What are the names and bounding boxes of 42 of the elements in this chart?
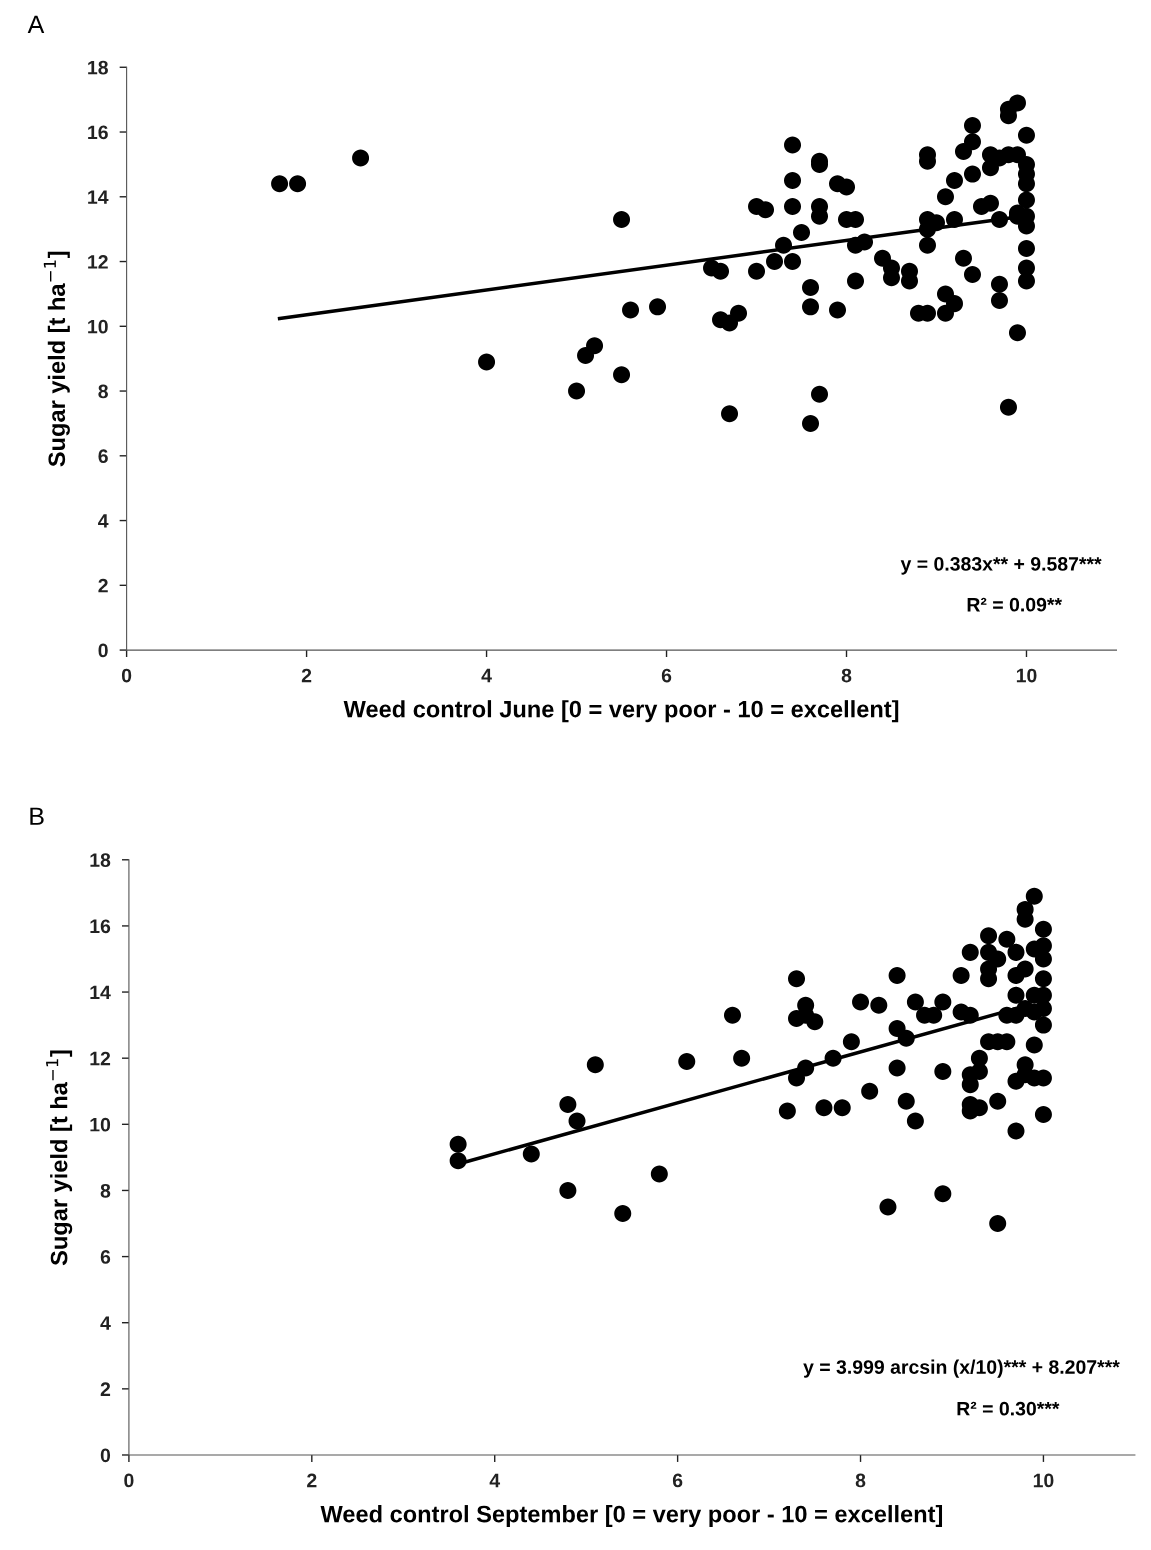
y-tick-label: 14 (90, 985, 111, 1000)
y-tick-label: 14 (88, 190, 109, 204)
y-tick-label: 6 (100, 1250, 111, 1264)
x-tick-label: 8 (855, 1473, 866, 1488)
y-tick-label: 10 (88, 319, 108, 334)
annotation: y = 3.999 arcsin (x/10)*** + 8.207*** (803, 1359, 1120, 1378)
y-axis-title: Sugar yield [t ha$^{−1}$] (43, 251, 70, 467)
x-tick-label: 10 (1016, 668, 1037, 683)
x-tick-label: 6 (672, 1473, 683, 1488)
y-axis-title: Sugar yield [t ha$^{−1}$] (46, 1050, 73, 1266)
x-tick-label: 2 (307, 1473, 317, 1488)
y-tick-label: 18 (90, 853, 111, 868)
y-tick-label: 4 (100, 1316, 111, 1330)
y-tick-label: 2 (100, 1382, 111, 1396)
x-axis-title: Weed control June [0 = very poor - 10 = excellent] (343, 700, 899, 723)
x-tick-label: 0 (121, 668, 132, 683)
y-tick-label: 0 (98, 643, 108, 658)
y-tick-label: 16 (88, 125, 108, 140)
y-tick-label: 18 (88, 60, 108, 75)
y-tick-label: 16 (90, 919, 111, 934)
y-tick-label: 6 (98, 449, 108, 464)
x-tick-label: 6 (661, 668, 672, 683)
y-tick-label: 4 (98, 514, 109, 528)
chart-title: B (30, 807, 44, 825)
y-tick-label: 10 (90, 1117, 111, 1132)
x-tick-label: 4 (489, 1473, 501, 1488)
x-tick-label: 10 (1033, 1473, 1054, 1488)
x-tick-label: 2 (301, 668, 312, 683)
y-tick-label: 8 (98, 384, 108, 399)
y-tick-label: 12 (88, 255, 108, 269)
annotation: R² = 0.09** (967, 597, 1063, 612)
y-tick-label: 0 (100, 1448, 111, 1463)
x-tick-label: 0 (124, 1473, 134, 1488)
annotation: R² = 0.30*** (957, 1401, 1060, 1416)
x-tick-label: 4 (481, 668, 492, 683)
y-tick-label: 2 (98, 578, 108, 593)
x-axis-title: Weed control September [0 = very poor - 10 = excellent] (320, 1505, 943, 1528)
x-tick-label: 8 (841, 668, 852, 683)
annotation: y = 0.383x** + 9.587*** (900, 557, 1102, 575)
y-tick-label: 8 (100, 1183, 111, 1198)
chart-title: A (27, 15, 45, 33)
y-tick-label: 12 (90, 1051, 111, 1066)
